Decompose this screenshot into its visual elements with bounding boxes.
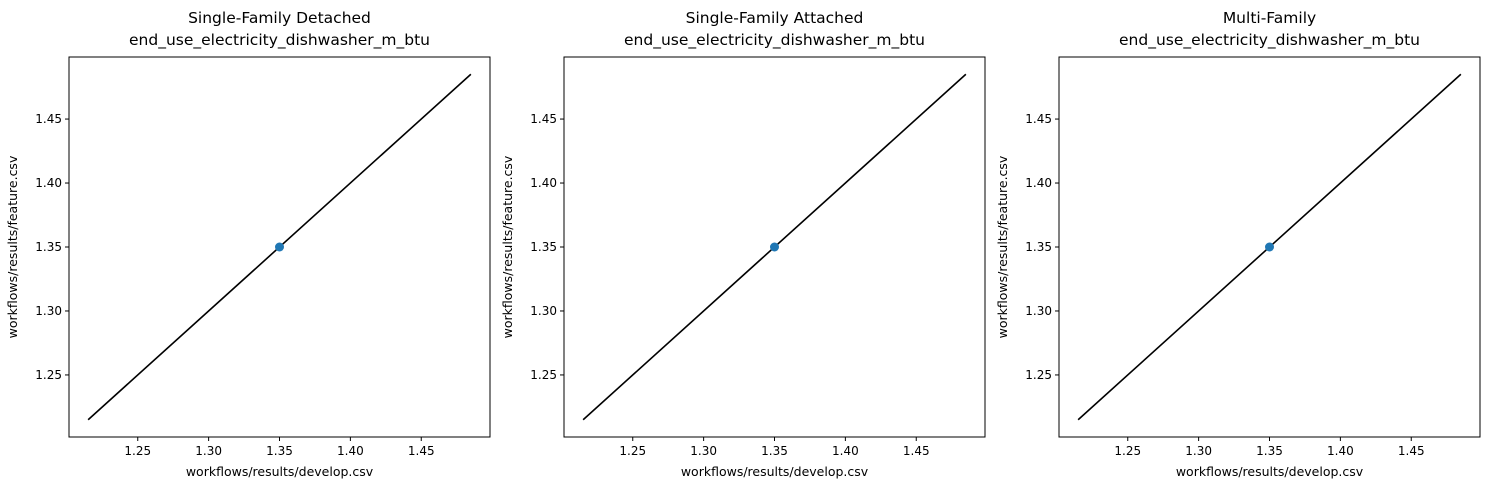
y-axis-label: workflows/results/feature.csv [500,155,515,338]
x-tick-label: 1.40 [1327,444,1354,458]
chart-subtitle: end_use_electricity_dishwasher_m_btu [1119,31,1420,50]
chart-subtitle: end_use_electricity_dishwasher_m_btu [129,31,430,50]
y-tick-label: 1.45 [530,112,557,126]
y-tick-label: 1.25 [1025,368,1052,382]
y-tick-label: 1.30 [1025,304,1052,318]
y-tick-label: 1.45 [35,112,62,126]
y-tick-label: 1.25 [530,368,557,382]
y-tick-label: 1.25 [35,368,62,382]
x-tick-label: 1.45 [903,444,930,458]
y-tick-label: 1.30 [35,304,62,318]
x-tick-label: 1.25 [124,444,151,458]
x-tick-label: 1.35 [266,444,293,458]
x-tick-label: 1.35 [761,444,788,458]
y-tick-label: 1.35 [35,240,62,254]
data-point [770,242,779,252]
y-axis-label: workflows/results/feature.csv [995,155,1010,338]
data-point [1265,242,1274,252]
chart-title: Single-Family Attached [686,9,864,27]
x-axis-label: workflows/results/develop.csv [681,464,869,479]
chart-panel-1: Single-Family Detached end_use_electricit… [5,9,491,479]
y-axis-label: workflows/results/feature.csv [5,155,20,338]
chart-panel-2: Single-Family Attached end_use_electricit… [500,9,986,479]
x-tick-label: 1.35 [1256,444,1283,458]
x-tick-label: 1.30 [195,444,222,458]
y-tick-label: 1.40 [1025,176,1052,190]
y-tick-label: 1.45 [1025,112,1052,126]
chart-panel-3: Multi-Family end_use_electricity_dishwash… [995,9,1481,479]
x-axis-label: workflows/results/develop.csv [1176,464,1364,479]
x-tick-label: 1.30 [690,444,717,458]
chart-title: Single-Family Detached [188,9,371,27]
y-tick-label: 1.35 [1025,240,1052,254]
y-tick-label: 1.30 [530,304,557,318]
x-tick-label: 1.25 [619,444,646,458]
y-tick-label: 1.40 [35,176,62,190]
x-tick-label: 1.45 [408,444,435,458]
chart-subtitle: end_use_electricity_dishwasher_m_btu [624,31,925,50]
chart-title: Multi-Family [1223,9,1316,27]
x-tick-label: 1.40 [337,444,364,458]
data-point [275,242,284,252]
x-axis-label: workflows/results/develop.csv [186,464,374,479]
x-tick-label: 1.30 [1185,444,1212,458]
y-tick-label: 1.35 [530,240,557,254]
x-tick-label: 1.25 [1114,444,1141,458]
x-tick-label: 1.45 [1398,444,1425,458]
x-tick-label: 1.40 [832,444,859,458]
y-tick-label: 1.40 [530,176,557,190]
